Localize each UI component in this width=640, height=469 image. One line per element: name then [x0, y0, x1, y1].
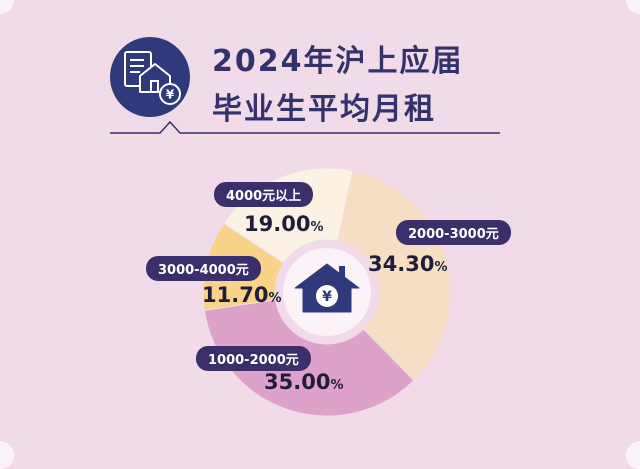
slice-label-4000-plus: 4000元以上 — [214, 182, 314, 207]
slice-value-2000-3000: 34.30% — [368, 252, 448, 276]
title-block: 2024年沪上应届 毕业生平均月租 — [0, 0, 640, 150]
slice-value-4000-plus: 19.00% — [244, 212, 324, 236]
slice-label-3000-4000: 3000-4000元 — [146, 256, 261, 281]
header-graphics: ¥ — [110, 37, 500, 134]
title-line-2: 毕业生平均月租 — [212, 92, 436, 127]
svg-text:¥: ¥ — [166, 88, 175, 102]
title-line-1: 2024年沪上应届 — [212, 44, 464, 79]
slice-label-2000-3000: 2000-3000元 — [396, 220, 511, 245]
title-divider — [110, 120, 500, 134]
svg-text:¥: ¥ — [322, 289, 332, 305]
house-yen-icon: ¥ — [294, 263, 360, 313]
slice-label-1000-2000: 1000-2000元 — [196, 346, 311, 371]
house-document-yen-icon: ¥ — [110, 37, 190, 117]
slice-value-1000-2000: 35.00% — [264, 370, 344, 394]
slice-value-3000-4000: 11.70% — [202, 283, 282, 307]
